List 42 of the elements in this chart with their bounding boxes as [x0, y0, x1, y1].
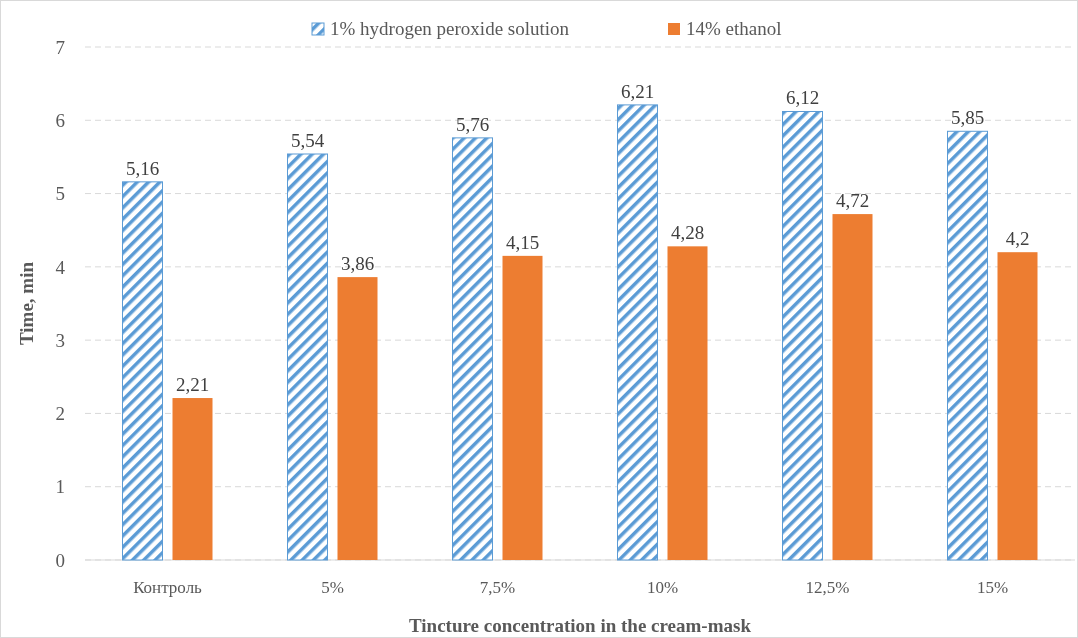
x-tick-label: 5% — [321, 578, 344, 597]
data-label: 6,21 — [620, 80, 655, 102]
data-label: 5,16 — [125, 157, 160, 179]
bar — [997, 252, 1038, 560]
y-tick-label: 4 — [55, 256, 66, 278]
y-tick-label: 6 — [55, 109, 65, 131]
bar — [667, 246, 708, 560]
bar — [782, 110, 823, 561]
legend-label: 1% hydrogen peroxide solution — [330, 18, 570, 39]
data-label: 5,76 — [455, 113, 490, 135]
data-label: 4,72 — [835, 190, 870, 212]
x-tick-label: 15% — [976, 578, 1009, 597]
x-tick-label: 12,5% — [805, 578, 850, 597]
data-label: 4,2 — [1005, 228, 1030, 250]
data-label: 5,85 — [950, 107, 985, 129]
x-axis-title: Tincture concentration in the cream-mask — [409, 615, 752, 636]
x-tick-label: 10% — [646, 578, 679, 597]
y-tick-label: 0 — [55, 549, 65, 571]
y-tick-label: 5 — [55, 183, 65, 205]
y-axis-title: Time, min — [16, 261, 37, 346]
y-tick-label: 2 — [55, 403, 65, 425]
data-label: 4,28 — [670, 222, 705, 244]
y-tick-label: 3 — [55, 329, 65, 351]
data-label: 6,12 — [785, 87, 820, 109]
bar — [947, 130, 988, 561]
x-tick-label: Контроль — [133, 578, 203, 597]
bar — [452, 137, 493, 561]
bar — [617, 104, 658, 561]
data-label: 5,54 — [290, 130, 325, 151]
data-label: 4,15 — [505, 231, 540, 253]
bar — [287, 153, 328, 561]
legend-label: 14% ethanol — [686, 18, 782, 39]
bar — [337, 277, 378, 560]
y-tick-label: 7 — [55, 36, 65, 58]
data-label: 3,86 — [340, 253, 375, 275]
x-tick-label: 7,5% — [479, 578, 516, 597]
bar — [172, 398, 213, 560]
bar — [122, 181, 163, 561]
data-label: 2,21 — [175, 374, 210, 396]
bar — [502, 255, 543, 560]
y-tick-label: 1 — [55, 476, 65, 498]
bar — [832, 214, 873, 560]
